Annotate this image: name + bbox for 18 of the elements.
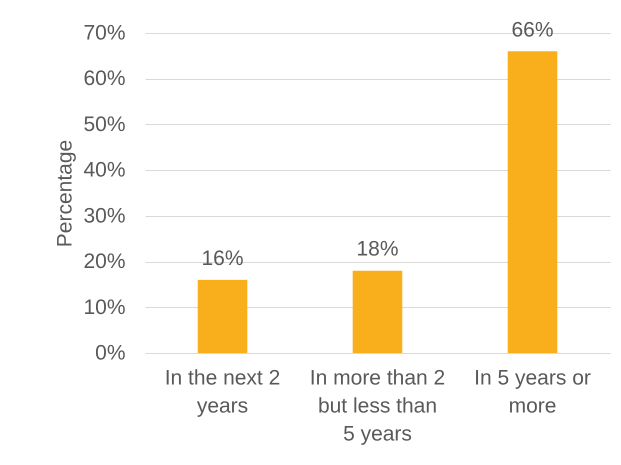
y-tick-label: 60% [83,67,126,90]
data-label: 18% [356,238,399,261]
y-tick-label: 50% [83,112,126,136]
data-label: 16% [201,246,244,270]
x-tick-label: In 5 years or more [474,366,591,418]
y-tick-label: 10% [83,296,126,319]
y-tick-label: 70% [83,22,126,44]
y-tick-label: 30% [83,204,126,228]
y-tick-label: 20% [83,250,126,274]
data-label: 66% [511,18,554,42]
x-tick-label: In the next 2 years [164,366,280,418]
y-tick-label: 0% [95,342,126,364]
y-axis-title: Percentage [53,140,76,248]
bar [198,280,248,353]
x-tick-label: In more than 2 but less than 5 years [310,366,446,446]
bar [508,51,558,353]
bar [352,270,402,353]
y-tick-label: 40% [83,158,126,182]
